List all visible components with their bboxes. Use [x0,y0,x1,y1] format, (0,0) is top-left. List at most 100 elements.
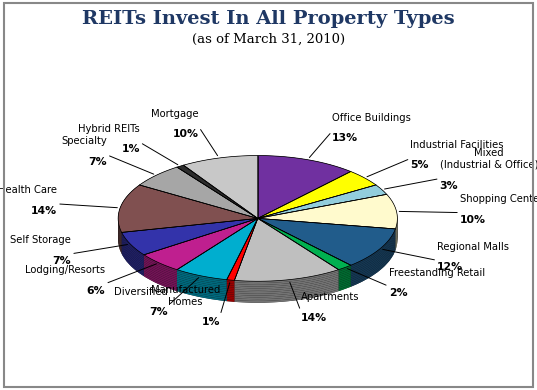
Polygon shape [177,269,227,282]
Polygon shape [177,287,227,300]
Polygon shape [177,271,227,283]
Polygon shape [338,273,351,278]
Ellipse shape [118,170,397,296]
Polygon shape [234,284,338,297]
Ellipse shape [118,161,397,287]
Polygon shape [258,156,351,218]
Polygon shape [118,190,140,239]
Polygon shape [122,250,144,275]
Polygon shape [234,275,338,289]
Polygon shape [177,284,227,296]
Polygon shape [144,262,177,278]
Text: 1%: 1% [121,144,140,154]
Text: Lodging/Resorts: Lodging/Resorts [25,265,105,275]
Polygon shape [144,271,177,287]
Polygon shape [118,201,140,250]
Polygon shape [387,196,397,232]
Polygon shape [227,285,234,287]
Polygon shape [227,280,234,282]
Polygon shape [338,267,351,273]
Ellipse shape [118,177,397,303]
Text: Diversified: Diversified [114,287,168,297]
Polygon shape [144,269,177,286]
Text: Freestanding Retail: Freestanding Retail [389,268,485,278]
Polygon shape [144,275,177,291]
Ellipse shape [118,175,397,301]
Polygon shape [234,278,338,292]
Ellipse shape [118,156,397,281]
Polygon shape [338,278,351,284]
Polygon shape [387,209,397,245]
Text: 7%: 7% [89,157,107,167]
Polygon shape [122,245,144,269]
Text: 14%: 14% [31,206,57,216]
Text: (as of March 31, 2010): (as of March 31, 2010) [192,33,345,46]
Polygon shape [177,286,227,298]
Polygon shape [144,260,177,277]
Polygon shape [177,282,227,294]
Polygon shape [234,287,338,301]
Polygon shape [118,205,140,254]
Polygon shape [338,269,351,275]
Polygon shape [387,212,397,248]
Polygon shape [122,232,144,257]
Text: Mixed
(Industrial & Office): Mixed (Industrial & Office) [440,149,537,170]
Ellipse shape [118,174,397,299]
Polygon shape [234,277,338,290]
Polygon shape [351,248,395,287]
Polygon shape [177,278,227,291]
Text: 6%: 6% [87,285,105,296]
Polygon shape [351,240,395,278]
Polygon shape [144,273,177,289]
Polygon shape [144,264,177,280]
Polygon shape [177,289,227,301]
Polygon shape [387,202,397,238]
Polygon shape [118,194,140,243]
Polygon shape [227,300,234,302]
Polygon shape [227,289,234,291]
Polygon shape [387,214,397,250]
Polygon shape [387,200,397,236]
Polygon shape [144,267,177,284]
Text: Hybrid REITs: Hybrid REITs [78,124,140,134]
Text: Industrial Facilities: Industrial Facilities [410,140,504,150]
Polygon shape [184,156,258,218]
Polygon shape [338,276,351,282]
Polygon shape [351,245,395,283]
Polygon shape [227,292,234,295]
Polygon shape [351,236,395,274]
Polygon shape [338,280,351,286]
Polygon shape [227,296,234,298]
Polygon shape [351,241,395,280]
Polygon shape [338,274,351,280]
Polygon shape [258,218,395,265]
Polygon shape [227,283,234,286]
Polygon shape [387,211,397,247]
Polygon shape [258,172,376,218]
Polygon shape [118,203,140,252]
Text: 7%: 7% [150,307,168,317]
Polygon shape [177,273,227,285]
Polygon shape [227,218,258,280]
Polygon shape [351,234,395,273]
Polygon shape [118,197,140,247]
Polygon shape [234,271,338,285]
Text: 13%: 13% [332,133,358,144]
Polygon shape [351,243,395,281]
Text: 10%: 10% [460,215,486,225]
Text: 2%: 2% [389,288,407,298]
Polygon shape [144,266,177,282]
Polygon shape [234,218,338,281]
Polygon shape [227,287,234,289]
Ellipse shape [118,172,397,297]
Ellipse shape [118,163,397,289]
Ellipse shape [118,166,397,292]
Polygon shape [118,185,140,234]
Polygon shape [234,273,338,287]
Text: 5%: 5% [410,160,429,170]
Polygon shape [177,275,227,287]
Polygon shape [338,285,351,291]
Polygon shape [351,229,395,267]
Polygon shape [227,282,234,284]
Polygon shape [234,282,338,296]
